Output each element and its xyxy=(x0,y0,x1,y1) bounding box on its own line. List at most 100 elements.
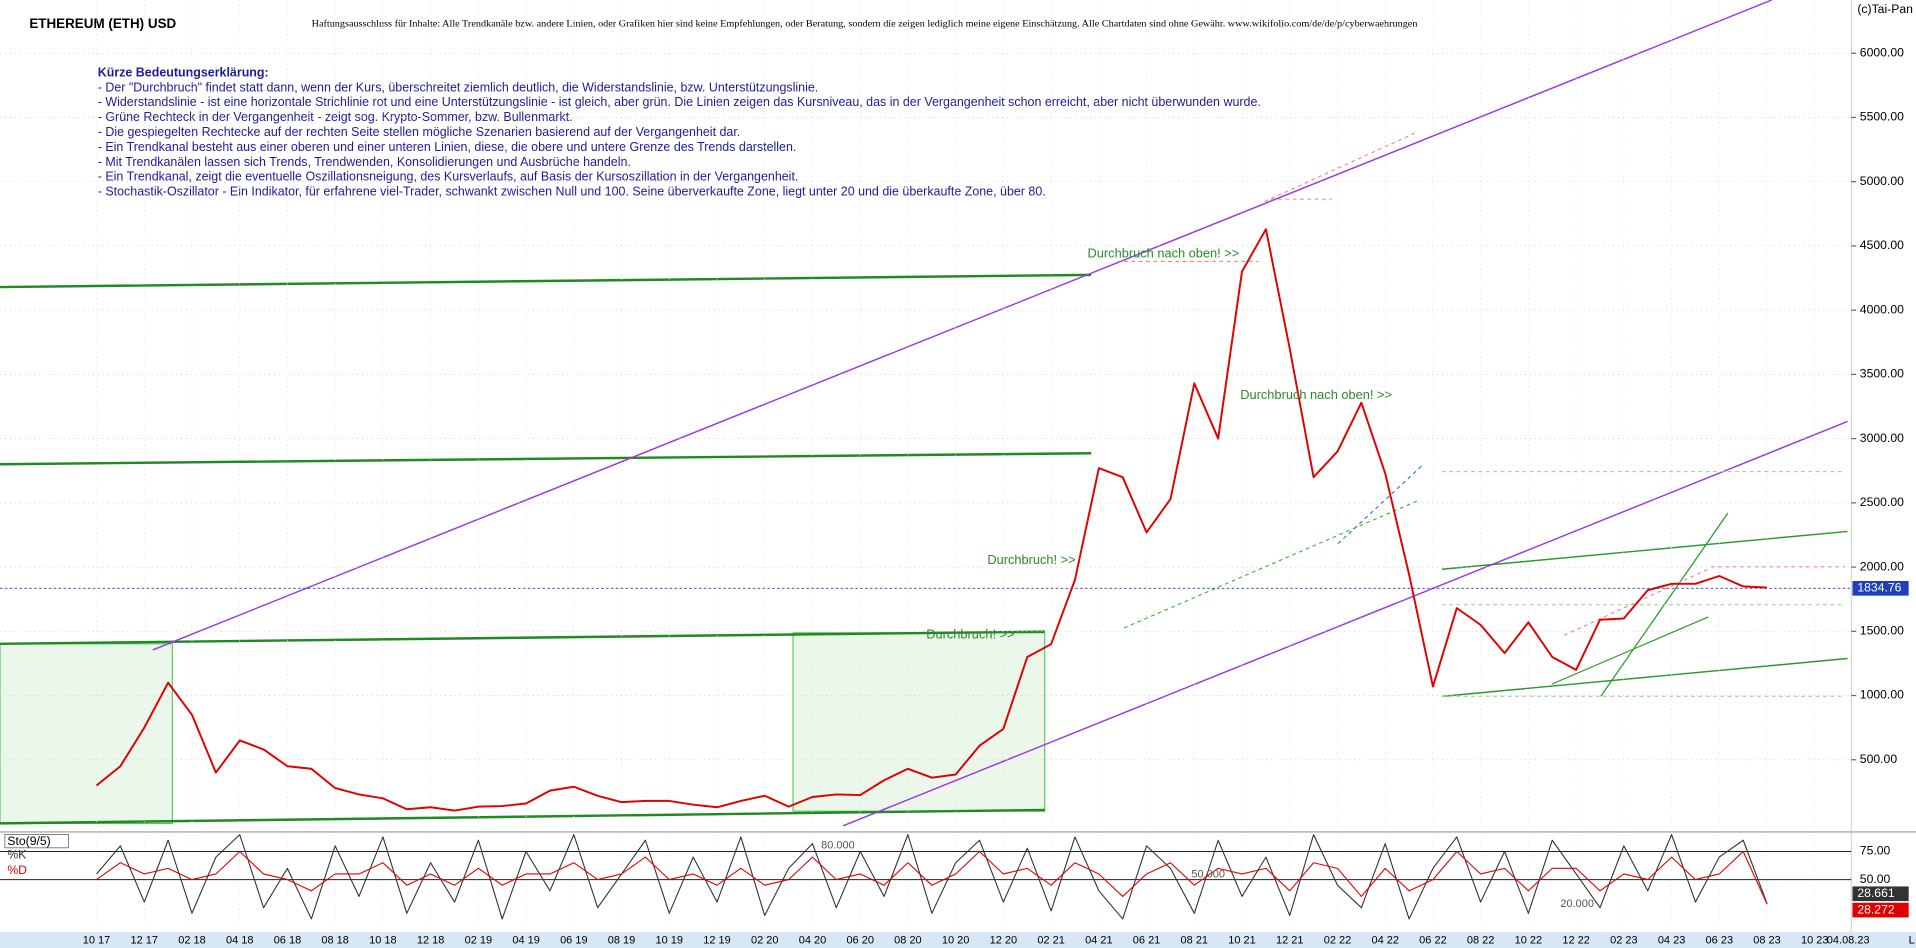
x-tick-label: 02 22 xyxy=(1324,935,1352,947)
y-tick-label: 6000.00 xyxy=(1860,45,1904,59)
x-tick-label: 02 18 xyxy=(178,935,206,947)
chart-title: ETHEREUM (ETH) USD xyxy=(29,16,176,31)
y-tick-label: 2000.00 xyxy=(1860,559,1904,573)
note-line: - Mit Trendkanälen lassen sich Trends, T… xyxy=(98,155,631,169)
price-line xyxy=(95,228,1768,812)
x-tick-label: 04 20 xyxy=(799,935,827,947)
x-tick-label: 04 18 xyxy=(226,935,254,947)
x-tick-label: 10 19 xyxy=(656,935,684,947)
x-tick-label: 10 23 xyxy=(1801,935,1829,947)
x-tick-label: 12 21 xyxy=(1276,935,1304,947)
annotation: Durchbruch! >> xyxy=(987,552,1075,567)
x-tick-label: 10 22 xyxy=(1515,935,1543,947)
bull-market-box xyxy=(792,632,1046,812)
level-label: 80.000 xyxy=(821,839,855,851)
copyright: (c)Tai-Pan xyxy=(1857,2,1913,16)
resistance-line xyxy=(1264,131,1418,203)
footer-date: 04.08.23 xyxy=(1827,935,1870,947)
level-label: 20.000 xyxy=(1560,898,1594,910)
y-tick-label: 2500.00 xyxy=(1860,495,1904,509)
stoch-line xyxy=(96,834,1768,920)
y-tick-label: 4500.00 xyxy=(1860,238,1904,252)
support-line xyxy=(1123,500,1418,629)
note-line: - Ein Trendkanal besteht aus einer obere… xyxy=(98,140,797,154)
annotation: Durchbruch nach oben! >> xyxy=(1240,387,1392,402)
x-tick-label: 04 19 xyxy=(512,935,540,947)
trend-line xyxy=(1441,657,1848,698)
trend-line xyxy=(0,808,1045,825)
x-tick-label: 10 21 xyxy=(1228,935,1256,947)
y-tick-label: 5500.00 xyxy=(1860,110,1904,124)
x-tick-label: 10 20 xyxy=(942,935,970,947)
y-tick-label: 1500.00 xyxy=(1860,624,1904,638)
x-tick-label: 04 23 xyxy=(1658,935,1686,947)
trend-line xyxy=(0,273,1092,289)
x-tick-label: 06 18 xyxy=(274,935,302,947)
y-tick-label: 75.00 xyxy=(1860,844,1891,858)
x-tick-label: 02 21 xyxy=(1037,935,1065,947)
last-price-label: 1834.76 xyxy=(1857,581,1901,595)
support-resistance xyxy=(1123,131,1846,697)
level-label: 50.000 xyxy=(1191,869,1225,881)
stoch-title: Sto(9/5) xyxy=(7,834,50,848)
y-tick-label: 500.00 xyxy=(1860,752,1898,766)
x-tick-label: 12 19 xyxy=(703,935,731,947)
y-tick-label: 3000.00 xyxy=(1860,431,1904,445)
y-tick-label: 50.00 xyxy=(1860,872,1891,886)
x-tick-label: 06 19 xyxy=(560,935,588,947)
x-tick-label: 08 19 xyxy=(608,935,636,947)
x-tick-label: 02 23 xyxy=(1610,935,1638,947)
note-line: - Widerstandslinie - ist eine horizontal… xyxy=(98,95,1261,109)
disclaimer: Haftungsausschluss für Inhalte: Alle Tre… xyxy=(312,19,1418,30)
trend-channel xyxy=(842,420,1848,827)
x-tick-label: 08 18 xyxy=(321,935,349,947)
footer-marker: L xyxy=(1909,935,1915,947)
trend-line xyxy=(1551,616,1709,685)
last-value-label: 28.272 xyxy=(1857,902,1895,916)
note-line: - Ein Trendkanal, zeigt die eventuelle O… xyxy=(98,170,799,184)
x-tick-label: 12 17 xyxy=(131,935,159,947)
y-tick-label: 4000.00 xyxy=(1860,302,1904,316)
x-tick-label: 08 20 xyxy=(894,935,922,947)
x-tick-label: 06 21 xyxy=(1133,935,1161,947)
trend-line xyxy=(0,452,1092,466)
x-tick-label: 08 21 xyxy=(1181,935,1209,947)
trend-channel xyxy=(152,0,1773,651)
x-tick-label: 02 20 xyxy=(751,935,779,947)
last-value-box xyxy=(1852,902,1909,918)
y-tick-label: 1000.00 xyxy=(1860,688,1904,702)
x-tick-label: 04 22 xyxy=(1371,935,1399,947)
x-tick-label: 04 21 xyxy=(1085,935,1113,947)
x-axis-strip xyxy=(0,932,1916,948)
x-tick-label: 12 20 xyxy=(990,935,1018,947)
note-line: - Der "Durchbruch" findet statt dann, we… xyxy=(98,80,818,94)
x-tick-label: 10 17 xyxy=(83,935,111,947)
x-tick-label: 10 18 xyxy=(369,935,397,947)
x-tick-label: 08 22 xyxy=(1467,935,1495,947)
notes-heading: Kürze Bedeutungserklärung: xyxy=(98,66,269,80)
last-value-box xyxy=(1852,886,1909,902)
x-tick-label: 06 23 xyxy=(1706,935,1734,947)
legend-label: %D xyxy=(7,863,27,877)
last-price-box xyxy=(1852,580,1909,596)
stoch-line xyxy=(96,850,1768,905)
note-line: - Grüne Rechteck in der Vergangenheit - … xyxy=(98,110,573,124)
support-line xyxy=(1337,463,1424,545)
note-line: - Die gespiegelten Rechtecke auf der rec… xyxy=(98,125,741,139)
x-tick-label: 12 18 xyxy=(417,935,445,947)
bull-market-box xyxy=(0,643,173,824)
x-tick-label: 06 20 xyxy=(846,935,874,947)
x-tick-label: 08 23 xyxy=(1753,935,1781,947)
note-line: - Stochastik-Oszillator - Ein Indikator,… xyxy=(98,185,1046,199)
x-tick-label: 12 22 xyxy=(1562,935,1590,947)
annotation: Durchbruch! >> xyxy=(926,627,1014,642)
y-tick-label: 5000.00 xyxy=(1860,174,1904,188)
trend-line xyxy=(1441,530,1848,571)
y-tick-label: 3500.00 xyxy=(1860,367,1904,381)
x-tick-label: 06 22 xyxy=(1419,935,1447,947)
legend-label: %K xyxy=(7,847,26,861)
last-value-label: 28.661 xyxy=(1857,886,1895,900)
stoch-title-box xyxy=(4,834,69,849)
